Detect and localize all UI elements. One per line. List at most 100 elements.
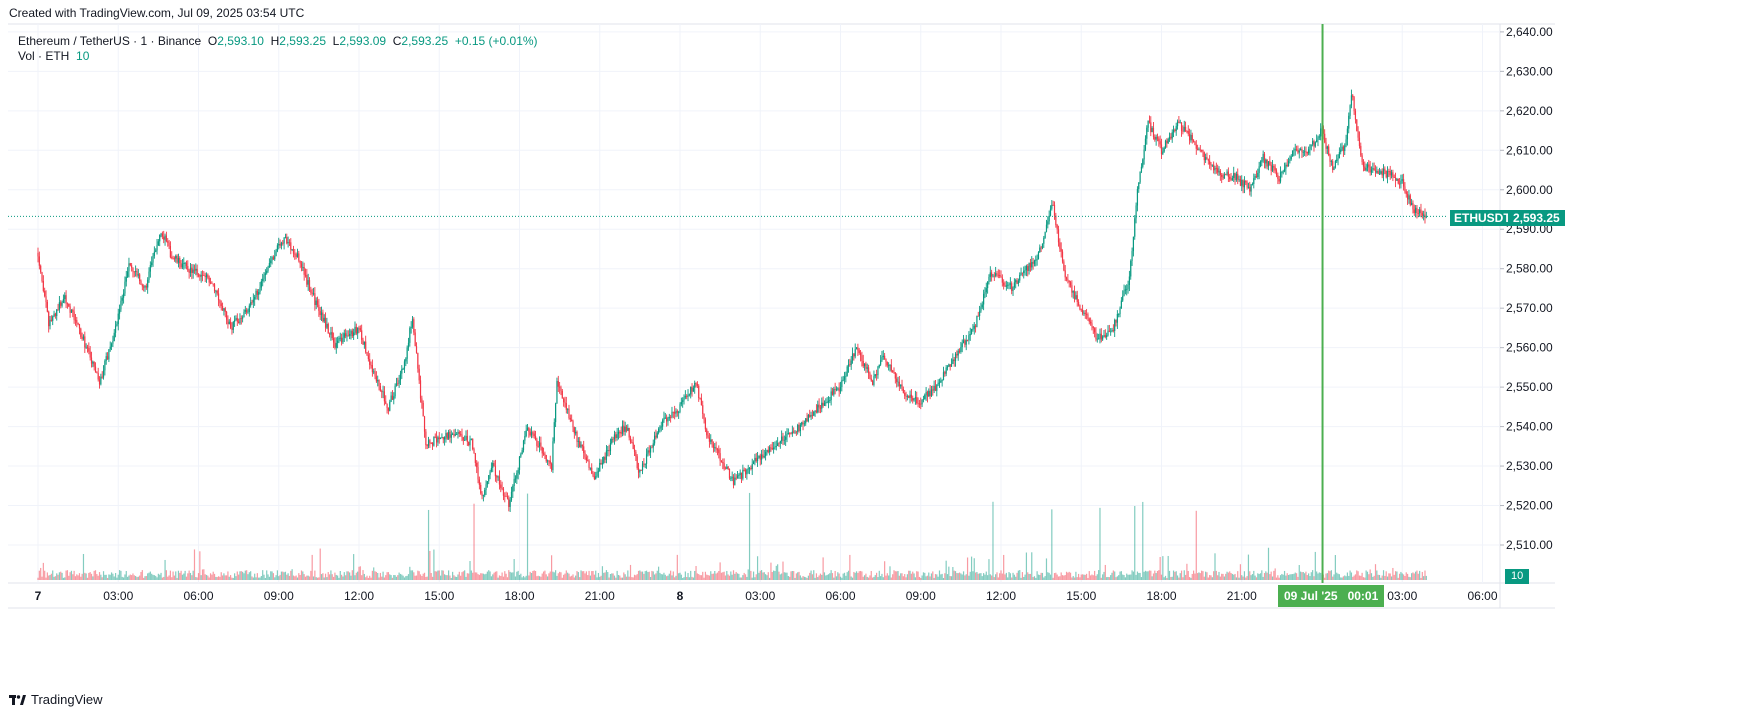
- candle-body: [532, 432, 534, 434]
- candle-body: [195, 268, 197, 271]
- candle-body: [147, 279, 149, 288]
- volume-bar: [456, 576, 458, 580]
- candle-body: [548, 460, 550, 462]
- volume-bar: [306, 575, 308, 580]
- candle-body: [337, 340, 339, 344]
- candle-body: [1015, 280, 1017, 283]
- candle-body: [444, 437, 446, 440]
- candle-body: [476, 462, 478, 468]
- candle-body: [92, 361, 94, 364]
- volume-bar: [326, 577, 328, 580]
- volume-bar: [448, 570, 450, 580]
- volume-bar: [1005, 572, 1007, 580]
- volume-bar: [390, 575, 392, 580]
- candle-body: [171, 257, 173, 259]
- volume-bar: [46, 572, 48, 580]
- candle-body: [105, 356, 107, 361]
- candle-body: [480, 484, 482, 494]
- volume-bar: [873, 576, 875, 580]
- volume-label[interactable]: Vol · ETH: [18, 49, 70, 63]
- candle-body: [1229, 176, 1231, 180]
- candle-body: [1098, 338, 1100, 340]
- candle-body: [831, 391, 834, 395]
- volume-bar: [1051, 509, 1053, 580]
- candle-body: [410, 326, 412, 329]
- volume-bar: [231, 577, 233, 580]
- symbol-title[interactable]: Ethereum / TetherUS · 1 · Binance: [18, 34, 202, 48]
- candle-body: [1191, 134, 1193, 141]
- candle-body: [427, 440, 430, 446]
- volume-bar: [195, 577, 197, 580]
- volume-bar: [692, 577, 694, 580]
- candle-body: [110, 343, 113, 347]
- volume-bar: [849, 554, 851, 580]
- volume-bar: [1146, 571, 1148, 580]
- candle-body: [1148, 120, 1151, 123]
- volume-bar: [944, 573, 946, 580]
- candle-body: [232, 321, 234, 330]
- volume-bar: [553, 572, 555, 580]
- candle-body: [266, 270, 268, 274]
- candle-body: [1233, 173, 1235, 178]
- candle-body: [1035, 259, 1037, 261]
- volume-bar: [611, 573, 613, 580]
- volume-bar: [1348, 575, 1350, 580]
- volume-bar: [569, 576, 571, 580]
- volume-bar: [842, 573, 844, 580]
- candle-body: [1156, 136, 1159, 139]
- candle-body: [57, 309, 59, 311]
- volume-bar: [238, 574, 240, 580]
- volume-bar: [596, 577, 598, 580]
- candle-body: [600, 462, 602, 465]
- volume-bar: [1219, 576, 1221, 580]
- volume-bar: [1275, 577, 1278, 580]
- volume-bar: [449, 575, 451, 580]
- volume-bar: [244, 570, 246, 580]
- candle-body: [276, 245, 279, 252]
- volume-bar: [1108, 577, 1110, 580]
- y-tick-label: 2,520.00: [1506, 499, 1553, 513]
- candle-body: [989, 272, 991, 277]
- candle-body: [40, 265, 42, 273]
- volume-bar: [258, 577, 260, 580]
- candle-body: [732, 476, 735, 485]
- candle-body: [341, 337, 343, 343]
- volume-bar: [183, 573, 185, 580]
- volume-bar: [565, 570, 567, 580]
- volume-bar: [518, 574, 521, 580]
- candle-body: [506, 496, 509, 499]
- volume-bar: [843, 572, 846, 580]
- candle-body: [1023, 270, 1025, 274]
- volume-bar: [668, 573, 670, 580]
- candle-body: [1183, 126, 1185, 132]
- candle-body: [623, 425, 625, 432]
- candle-body: [1092, 326, 1094, 329]
- volume-bar: [1398, 573, 1401, 580]
- volume-bar: [593, 574, 595, 580]
- candle-body: [818, 404, 820, 408]
- volume-bar: [1366, 571, 1369, 580]
- volume-bar: [469, 561, 471, 580]
- candle-body: [564, 402, 566, 404]
- volume-bar: [774, 571, 776, 580]
- candle-body: [1134, 218, 1136, 237]
- volume-bar: [782, 561, 784, 580]
- candle-body: [643, 463, 645, 465]
- volume-bar: [1266, 572, 1268, 580]
- volume-bar: [1365, 570, 1367, 580]
- candle-body: [1346, 128, 1349, 140]
- candle-body: [286, 236, 288, 244]
- candle-body: [1198, 149, 1200, 151]
- candle-body: [41, 272, 43, 281]
- candle-body: [771, 447, 773, 450]
- volume-bar: [743, 572, 745, 580]
- footer-branding[interactable]: TradingView: [9, 692, 103, 707]
- candle-body: [413, 319, 415, 333]
- candle-body: [498, 476, 501, 485]
- candle-body: [227, 319, 229, 325]
- candle-body: [90, 357, 93, 364]
- candle-body: [841, 380, 843, 388]
- volume-bar: [496, 571, 498, 580]
- candle-body: [703, 413, 705, 420]
